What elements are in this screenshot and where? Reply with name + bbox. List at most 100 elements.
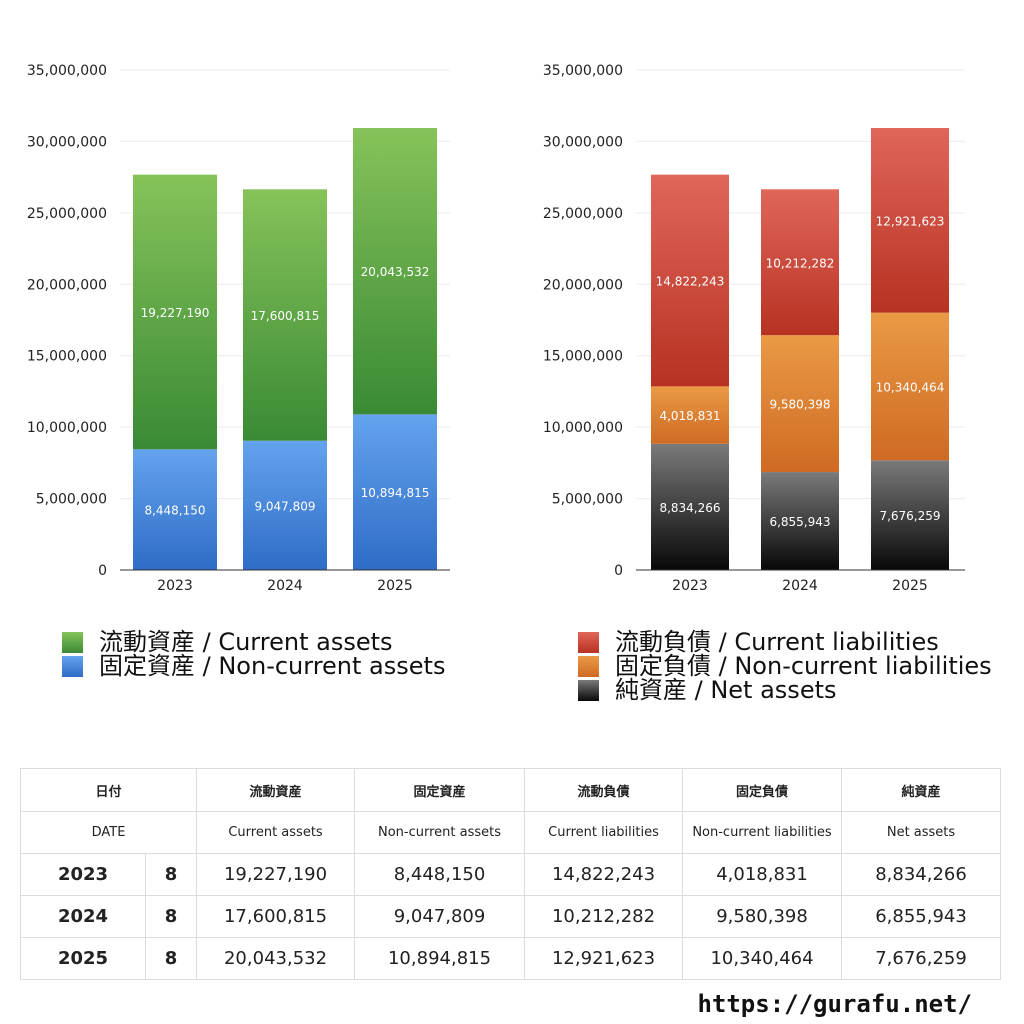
header-noncurrent-assets-jp: 固定資産	[354, 768, 526, 812]
legend-label-current-liabilities: 流動負債 / Current liabilities	[615, 628, 939, 656]
liabilities-chart-svg: 0 5,000,000 10,000,000 15,000,000 20,000,000…	[543, 63, 965, 594]
y-tick-label: 0	[614, 563, 623, 579]
y-tick-label: 20,000,000	[27, 277, 107, 293]
cell-current-assets: 17,600,815	[196, 895, 356, 938]
bar-segment	[761, 335, 839, 473]
data-label: 19,227,190	[141, 306, 210, 320]
header-noncurrent-liabilities-en: Non-current liabilities	[682, 811, 843, 854]
data-label: 10,340,464	[876, 380, 945, 394]
legend-label-noncurrent-assets: 固定資産 / Non-current assets	[99, 652, 446, 680]
y-tick-label: 15,000,000	[27, 349, 107, 365]
table-row: 2025 8 20,043,532 10,894,815 12,921,623 …	[20, 937, 1002, 980]
balance-sheet-table: 日付 流動資産 固定資産 流動負債 固定負債 純資産 DATE Current …	[19, 768, 1002, 980]
y-tick-label: 35,000,000	[27, 63, 107, 79]
row-month: 8	[144, 853, 198, 896]
legend-item-current-assets: 流動資産 / Current assets	[62, 630, 445, 654]
bar-segment	[133, 449, 217, 570]
bar-segment	[651, 174, 729, 387]
y-tick-label: 0	[98, 563, 107, 579]
header-current-assets-en: Current assets	[196, 811, 356, 854]
legend-swatch-current-assets	[62, 631, 83, 653]
assets-legend: 流動資産 / Current assets 固定資産 / Non-current…	[62, 630, 445, 678]
data-label: 17,600,815	[251, 309, 320, 323]
legend-swatch-noncurrent-assets	[62, 655, 83, 677]
header-date-en: DATE	[19, 811, 198, 854]
header-net-assets-jp: 純資産	[841, 768, 1002, 812]
row-year: 2024	[20, 895, 146, 938]
bar-segment	[353, 414, 437, 570]
data-label: 9,580,398	[769, 398, 830, 412]
y-tick-label: 20,000,000	[543, 277, 623, 293]
header-date-jp: 日付	[19, 768, 198, 812]
x-tick-label: 2023	[672, 578, 708, 594]
bar-segment	[651, 386, 729, 444]
cell-net-assets: 6,855,943	[841, 895, 1002, 938]
cell-noncurrent-liabilities: 9,580,398	[682, 895, 843, 938]
header-current-assets-jp: 流動資産	[196, 768, 356, 812]
bar-segment	[761, 472, 839, 570]
cell-noncurrent-assets: 8,448,150	[354, 853, 526, 896]
assets-chart: 0 5,000,000 10,000,000 15,000,000 20,000,000…	[0, 0, 512, 600]
bar-segment	[243, 440, 327, 570]
y-tick-label: 5,000,000	[552, 492, 623, 508]
x-tick-label: 2024	[782, 578, 818, 594]
data-label: 8,834,266	[659, 501, 720, 515]
site-url[interactable]: https://gurafu.net/	[697, 990, 972, 1018]
assets-chart-svg: 0 5,000,000 10,000,000 15,000,000 20,000,000…	[27, 63, 450, 594]
legend-swatch-net-assets	[578, 679, 599, 701]
data-label: 7,676,259	[879, 509, 940, 523]
x-tick-label: 2023	[157, 578, 193, 594]
row-year: 2025	[20, 937, 146, 980]
cell-current-liabilities: 10,212,282	[524, 895, 684, 938]
liabilities-legend: 流動負債 / Current liabilities 固定負債 / Non-cu…	[578, 630, 992, 702]
data-label: 10,894,815	[361, 486, 430, 500]
x-tick-label: 2025	[377, 578, 413, 594]
cell-current-assets: 19,227,190	[196, 853, 356, 896]
x-tick-label: 2025	[892, 578, 928, 594]
bar-segment	[133, 174, 217, 450]
data-label: 8,448,150	[144, 504, 205, 518]
legend-swatch-current-liabilities	[578, 631, 599, 653]
legend-item-current-liabilities: 流動負債 / Current liabilities	[578, 630, 992, 654]
y-tick-label: 30,000,000	[543, 134, 623, 150]
legend-item-noncurrent-assets: 固定資産 / Non-current assets	[62, 654, 445, 678]
legend-item-net-assets: 純資産 / Net assets	[578, 678, 992, 702]
row-month: 8	[144, 895, 198, 938]
y-tick-label: 25,000,000	[543, 206, 623, 222]
data-label: 14,822,243	[656, 275, 725, 289]
table-row: 2024 8 17,600,815 9,047,809 10,212,282 9…	[20, 895, 1002, 938]
y-tick-label: 10,000,000	[27, 420, 107, 436]
x-tick-label: 2024	[267, 578, 303, 594]
table-header-jp-row: 日付 流動資産 固定資産 流動負債 固定負債 純資産	[19, 768, 1002, 812]
y-tick-label: 35,000,000	[543, 63, 623, 79]
row-year: 2023	[20, 853, 146, 896]
data-label: 12,921,623	[876, 214, 945, 228]
table-header-en-row: DATE Current assets Non-current assets C…	[19, 811, 1002, 854]
header-noncurrent-assets-en: Non-current assets	[354, 811, 526, 854]
table-row: 2023 8 19,227,190 8,448,150 14,822,243 4…	[20, 853, 1002, 896]
legend-label-noncurrent-liabilities: 固定負債 / Non-current liabilities	[615, 652, 992, 680]
legend-label-net-assets: 純資産 / Net assets	[615, 676, 837, 704]
data-label: 20,043,532	[361, 265, 430, 279]
y-tick-label: 15,000,000	[543, 349, 623, 365]
data-label: 6,855,943	[769, 515, 830, 529]
legend-swatch-noncurrent-liabilities	[578, 655, 599, 677]
row-month: 8	[144, 937, 198, 980]
liabilities-chart: 0 5,000,000 10,000,000 15,000,000 20,000,000…	[512, 0, 1024, 600]
header-net-assets-en: Net assets	[841, 811, 1002, 854]
cell-current-assets: 20,043,532	[196, 937, 356, 980]
bar-segment	[871, 128, 949, 313]
y-tick-label: 10,000,000	[543, 420, 623, 436]
cell-noncurrent-liabilities: 10,340,464	[682, 937, 843, 980]
y-tick-label: 25,000,000	[27, 206, 107, 222]
bar-segment	[761, 189, 839, 336]
legend-label-current-assets: 流動資産 / Current assets	[99, 628, 393, 656]
header-noncurrent-liabilities-jp: 固定負債	[682, 768, 843, 812]
y-tick-label: 30,000,000	[27, 134, 107, 150]
header-current-liabilities-en: Current liabilities	[524, 811, 684, 854]
bar-segment	[651, 443, 729, 570]
legend-item-noncurrent-liabilities: 固定負債 / Non-current liabilities	[578, 654, 992, 678]
header-current-liabilities-jp: 流動負債	[524, 768, 684, 812]
cell-net-assets: 8,834,266	[841, 853, 1002, 896]
bar-segment	[353, 128, 437, 415]
